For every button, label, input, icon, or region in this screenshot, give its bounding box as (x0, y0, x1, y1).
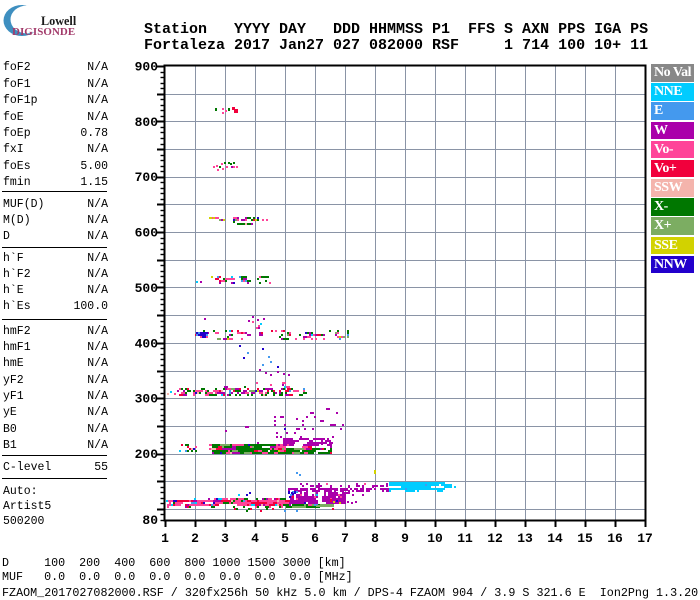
svg-text:7: 7 (341, 531, 349, 546)
svg-text:1: 1 (161, 531, 169, 546)
svg-text:5: 5 (281, 531, 289, 546)
svg-text:16: 16 (607, 531, 623, 546)
svg-text:2: 2 (191, 531, 199, 546)
svg-text:80: 80 (142, 513, 158, 528)
svg-text:14: 14 (547, 531, 563, 546)
svg-text:11: 11 (457, 531, 473, 546)
svg-text:300: 300 (135, 392, 159, 407)
svg-text:17: 17 (637, 531, 653, 546)
svg-text:800: 800 (135, 115, 159, 130)
svg-text:13: 13 (517, 531, 533, 546)
svg-text:6: 6 (311, 531, 319, 546)
svg-text:600: 600 (135, 226, 159, 241)
svg-text:8: 8 (371, 531, 379, 546)
svg-text:900: 900 (135, 60, 159, 75)
svg-text:12: 12 (487, 531, 503, 546)
svg-text:15: 15 (577, 531, 593, 546)
svg-text:200: 200 (135, 447, 159, 462)
svg-text:4: 4 (251, 531, 259, 546)
svg-text:700: 700 (135, 170, 159, 185)
svg-text:500: 500 (135, 281, 159, 296)
svg-text:3: 3 (221, 531, 229, 546)
svg-text:400: 400 (135, 336, 159, 351)
svg-text:9: 9 (401, 531, 409, 546)
svg-text:10: 10 (427, 531, 443, 546)
